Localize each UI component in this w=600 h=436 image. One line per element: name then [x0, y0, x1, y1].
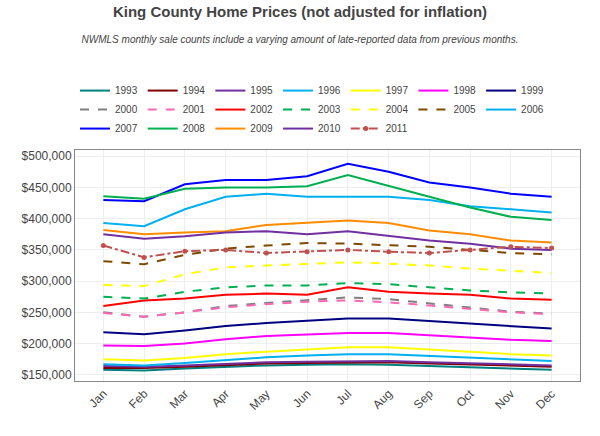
svg-text:2008: 2008 — [183, 123, 206, 134]
svg-text:$400,000: $400,000 — [22, 212, 72, 226]
svg-text:Dec: Dec — [533, 387, 558, 412]
svg-text:2001: 2001 — [183, 104, 206, 115]
svg-text:2005: 2005 — [453, 104, 476, 115]
svg-text:1996: 1996 — [318, 85, 341, 96]
svg-text:2011: 2011 — [386, 123, 408, 134]
svg-text:2004: 2004 — [386, 104, 409, 115]
svg-text:$350,000: $350,000 — [22, 243, 72, 257]
svg-text:Oct: Oct — [453, 386, 477, 410]
svg-text:NWMLS monthly sale counts incl: NWMLS monthly sale counts include a vary… — [82, 34, 519, 45]
svg-text:Feb: Feb — [126, 387, 151, 412]
svg-text:1999: 1999 — [521, 85, 544, 96]
svg-text:1993: 1993 — [115, 85, 138, 96]
svg-text:$200,000: $200,000 — [22, 337, 72, 351]
svg-text:$150,000: $150,000 — [22, 368, 72, 382]
svg-text:1994: 1994 — [183, 85, 206, 96]
svg-text:2007: 2007 — [115, 123, 138, 134]
svg-text:King County Home Prices (not a: King County Home Prices (not adjusted fo… — [113, 3, 487, 20]
svg-text:2002: 2002 — [250, 104, 273, 115]
svg-text:2000: 2000 — [115, 104, 138, 115]
svg-text:2009: 2009 — [250, 123, 273, 134]
svg-text:2006: 2006 — [521, 104, 544, 115]
svg-text:Sep: Sep — [411, 387, 436, 412]
svg-text:$250,000: $250,000 — [22, 306, 72, 320]
svg-text:$500,000: $500,000 — [22, 149, 72, 163]
svg-text:Mar: Mar — [167, 387, 192, 412]
svg-text:1995: 1995 — [250, 85, 273, 96]
svg-text:Jun: Jun — [290, 387, 314, 411]
svg-text:2003: 2003 — [318, 104, 341, 115]
svg-text:Aug: Aug — [370, 387, 395, 412]
svg-text:Jul: Jul — [333, 387, 354, 408]
svg-text:Nov: Nov — [492, 387, 517, 412]
svg-text:1998: 1998 — [453, 85, 476, 96]
svg-text:Apr: Apr — [209, 387, 232, 410]
svg-text:$300,000: $300,000 — [22, 274, 72, 288]
svg-text:Jan: Jan — [86, 387, 110, 411]
svg-text:$450,000: $450,000 — [22, 181, 72, 195]
svg-text:1997: 1997 — [386, 85, 409, 96]
svg-text:May: May — [247, 387, 273, 413]
svg-text:2010: 2010 — [318, 123, 341, 134]
